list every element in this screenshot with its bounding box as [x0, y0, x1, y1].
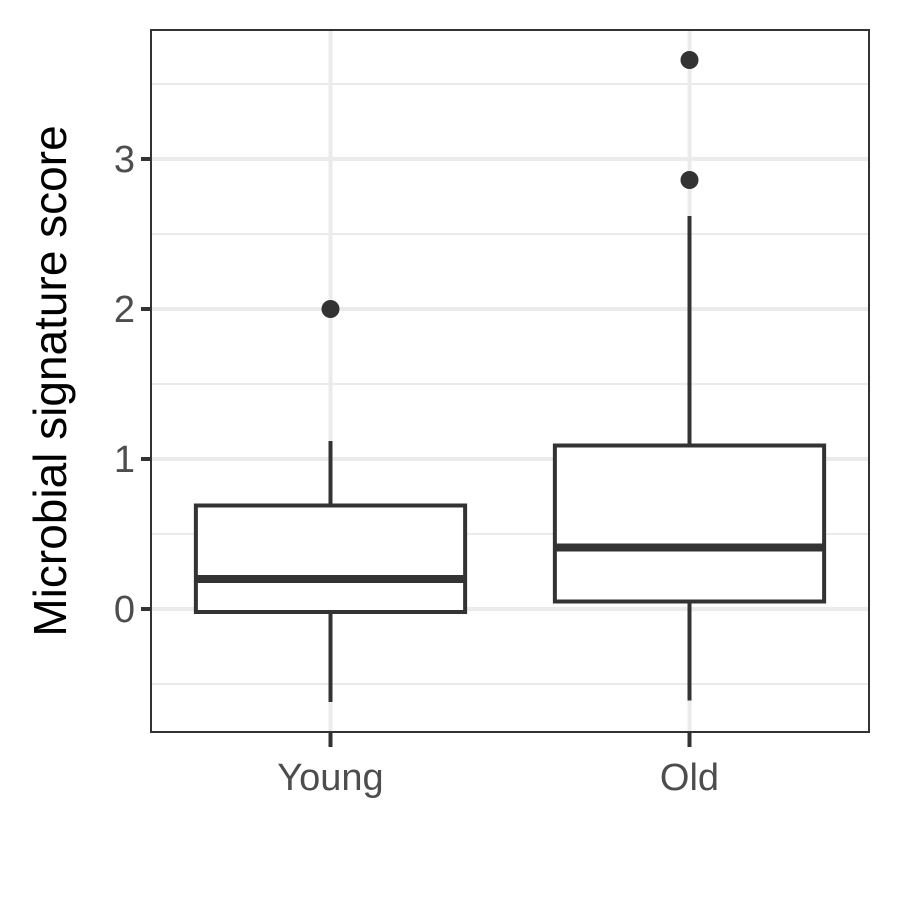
box-young	[193, 300, 468, 702]
y-tick-label: 1	[114, 439, 135, 481]
y-tick-label: 2	[114, 289, 135, 331]
x-tick-label: Young	[277, 757, 383, 799]
outlier-point	[680, 51, 699, 69]
x-tick-label: Old	[660, 757, 719, 799]
interquartile-box	[552, 443, 827, 604]
grid-lines	[151, 30, 869, 732]
panel-border	[150, 29, 870, 733]
y-axis-title: Microbial signature score	[24, 125, 76, 636]
interquartile-box	[193, 503, 468, 614]
axis-ticks: 0 1 2 3 Young Old	[114, 139, 719, 799]
boxes	[193, 51, 827, 702]
outlier-point	[321, 300, 340, 318]
y-tick-label: 0	[114, 589, 135, 631]
y-tick-label: 3	[114, 139, 135, 181]
outlier-point	[680, 171, 699, 189]
box-old	[552, 51, 827, 701]
